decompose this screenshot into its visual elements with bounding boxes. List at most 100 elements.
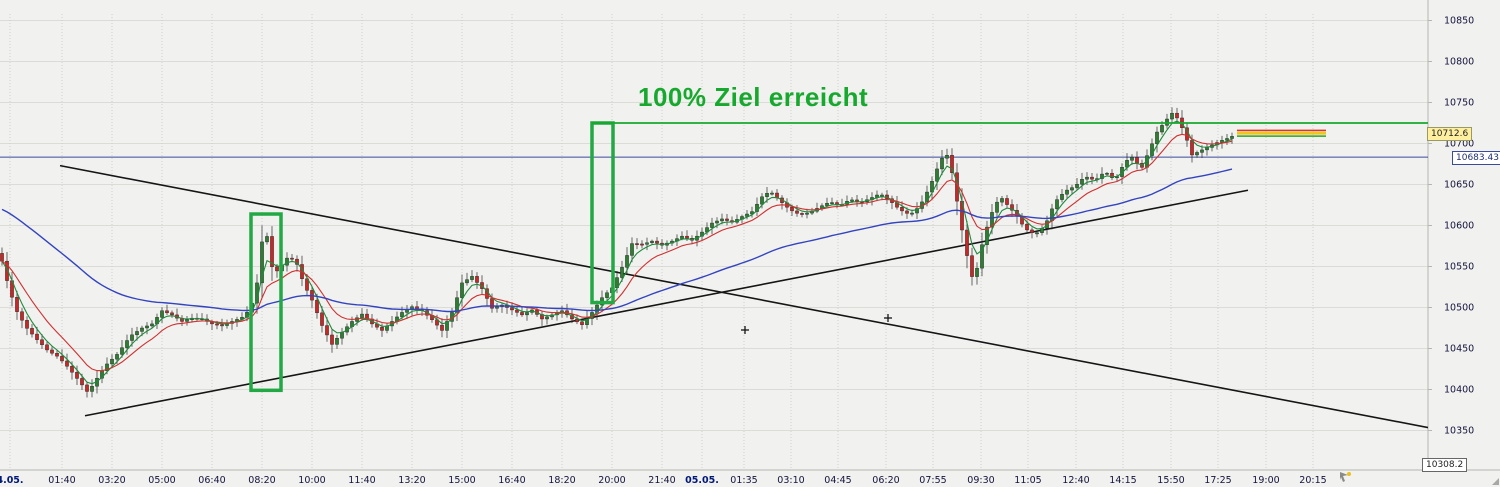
candle-body	[1005, 198, 1009, 205]
candle-body	[1155, 131, 1159, 145]
candle-body	[470, 276, 474, 280]
candle-body	[440, 324, 444, 331]
candle-body	[1110, 172, 1114, 178]
candle-body	[105, 363, 109, 372]
candle-body	[650, 240, 654, 243]
candle-body	[1105, 172, 1109, 175]
candlesticks	[0, 107, 1234, 398]
candle-body	[330, 334, 334, 345]
candle-body	[1085, 176, 1089, 180]
candle-body	[260, 241, 264, 284]
candle-body	[800, 213, 804, 215]
target-annotation[interactable]: 100% Ziel erreicht	[638, 82, 869, 112]
candle-body	[135, 331, 139, 336]
x-axis-label: 06:20	[872, 475, 899, 486]
candle-body	[680, 235, 684, 239]
x-axis-label: 01:35	[730, 475, 757, 486]
x-axis-label: 03:10	[777, 475, 804, 486]
candle-body	[915, 208, 919, 214]
candle-body	[1130, 157, 1134, 161]
candle-body	[490, 298, 494, 309]
candle-body	[145, 325, 149, 329]
candle-body	[20, 311, 24, 321]
hline-price-badge: 10683.43	[1452, 150, 1500, 165]
candle-body	[1065, 189, 1069, 195]
candle-body	[130, 334, 134, 341]
candle-body	[325, 325, 329, 336]
candle-body	[755, 203, 759, 212]
candle-body	[380, 326, 384, 331]
y-axis-label: 10500	[1444, 303, 1474, 314]
candle-body	[475, 276, 479, 283]
candle-body	[215, 323, 219, 326]
breakout-box-1[interactable]	[249, 212, 283, 393]
grid	[0, 0, 1500, 471]
x-axis-label: 11:40	[348, 475, 375, 486]
candle-body	[1175, 112, 1179, 119]
candle-body	[1010, 204, 1014, 211]
x-axis-label: 17:25	[1204, 475, 1231, 486]
candle-body	[495, 306, 499, 309]
x-axis-label: 13:20	[398, 475, 425, 486]
ma-fast-green	[1, 120, 1233, 385]
candle-body	[945, 155, 949, 159]
x-axis-label: 15:50	[1157, 475, 1184, 486]
x-axis-label: 20:15	[1299, 475, 1326, 486]
candle-body	[35, 333, 39, 340]
candle-body	[400, 312, 404, 318]
candle-body	[880, 194, 884, 197]
candle-body	[445, 321, 449, 331]
y-axis: 10850 10800 10750 10700 10650 10600 10550 10500…	[1428, 16, 1474, 437]
candle-body	[580, 321, 584, 325]
candle-body	[995, 201, 999, 213]
candle-body	[515, 309, 519, 313]
candle-body	[965, 229, 969, 256]
candle-body	[1030, 229, 1034, 233]
x-axis-label: 16:40	[498, 475, 525, 486]
x-axis-label: 01:40	[48, 475, 75, 486]
x-axis-label: 09:30	[967, 475, 994, 486]
candle-body	[750, 211, 754, 215]
x-axis-label: 04:45	[824, 475, 851, 486]
candle-body	[290, 257, 294, 260]
candle-body	[710, 222, 714, 228]
x-axis-label: 10:00	[298, 475, 325, 486]
candle-body	[605, 292, 609, 298]
x-axis-label: 19:00	[1252, 475, 1279, 486]
candle-body	[620, 267, 624, 278]
candle-body	[635, 243, 639, 245]
candle-body	[805, 212, 809, 215]
breakout-box-2[interactable]	[590, 121, 615, 305]
descending-trendline[interactable]	[59, 164, 1435, 429]
candle-body	[285, 257, 289, 266]
candle-body	[15, 297, 19, 312]
candle-body	[630, 243, 634, 256]
candle-body	[1055, 199, 1059, 210]
candle-body	[1025, 223, 1029, 231]
candle-body	[360, 313, 364, 318]
candle-body	[925, 191, 929, 203]
candle-body	[990, 212, 994, 228]
candle-body	[825, 202, 829, 206]
candle-body	[940, 158, 944, 170]
candle-body	[465, 279, 469, 284]
candle-body	[900, 207, 904, 212]
candle-body	[415, 306, 419, 309]
candle-body	[585, 318, 589, 325]
candle-body	[640, 243, 644, 246]
candle-body	[65, 360, 69, 367]
candle-body	[765, 193, 769, 197]
candle-body	[510, 307, 514, 311]
x-axis-label: 03:20	[98, 475, 125, 486]
candle-body	[520, 312, 524, 316]
candle-body	[1100, 173, 1104, 179]
candle-body	[170, 312, 174, 316]
candle-body	[795, 210, 799, 214]
candle-body	[1070, 187, 1074, 191]
x-axis-label: 20:00	[598, 475, 625, 486]
candle-body	[25, 320, 29, 329]
candle-body	[0, 253, 4, 262]
candle-body	[80, 378, 84, 386]
ascending-trendline[interactable]	[84, 189, 1249, 417]
